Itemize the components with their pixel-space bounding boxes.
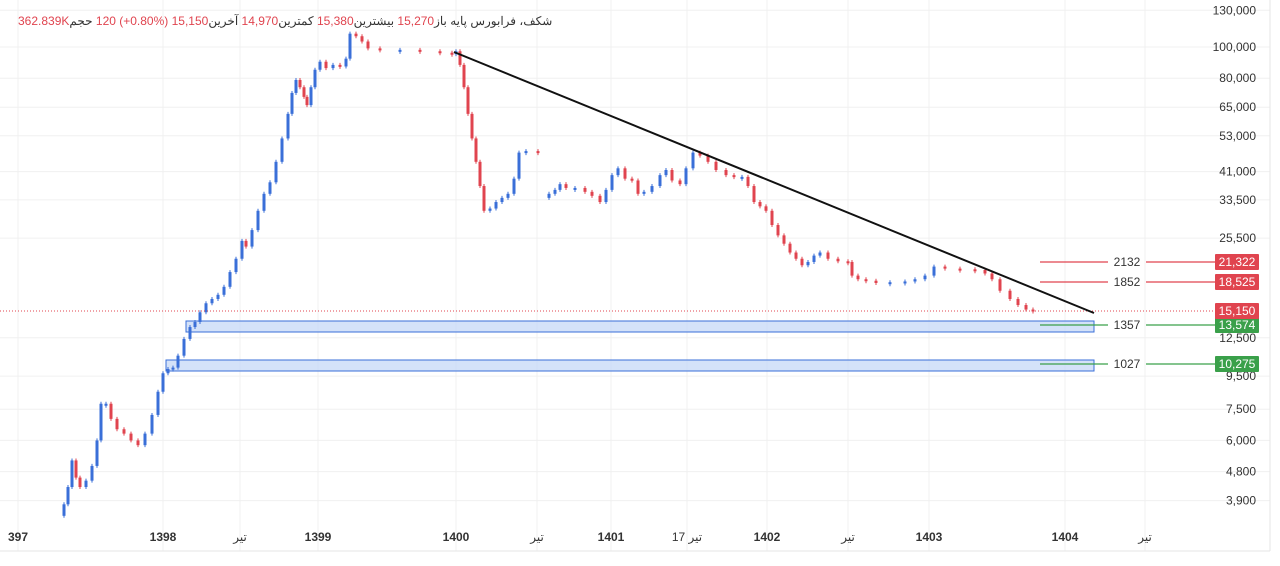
level-label: 1852 — [1114, 275, 1141, 289]
level-label: 1357 — [1114, 318, 1141, 332]
price-tick: 80,000 — [1219, 71, 1256, 85]
time-axis[interactable]: 397 1398 تیر 1399 1400 تیر 1401 17 تیر 1402 تیر 14… — [8, 530, 1152, 544]
time-tick: 1401 — [598, 530, 625, 544]
time-tick: 1404 — [1052, 530, 1079, 544]
symbol-name: شکف، فرابورس پایه — [450, 14, 553, 28]
price-tick: 65,000 — [1219, 100, 1256, 114]
low-value: 14,970 — [241, 14, 279, 28]
price-tick: 3,900 — [1226, 494, 1256, 508]
volume-value: 362.839K — [18, 14, 70, 28]
time-tick: 397 — [8, 530, 28, 544]
price-tick: 25,500 — [1219, 231, 1256, 245]
candle-series — [62, 31, 1035, 518]
svg-text:21,322: 21,322 — [1219, 255, 1256, 269]
price-tick: 7,500 — [1226, 402, 1256, 416]
price-tick: 53,000 — [1219, 129, 1256, 143]
level-label: 1027 — [1114, 357, 1141, 371]
support-zone[interactable] — [165, 359, 1095, 372]
trendline[interactable] — [453, 51, 1095, 314]
level-label: 2132 — [1114, 255, 1141, 269]
price-tick: 41,000 — [1219, 165, 1256, 179]
close-label: آخرین — [208, 14, 239, 28]
price-tick: 9,500 — [1226, 369, 1256, 383]
time-tick: 17 تیر — [672, 530, 702, 544]
ohlc-legend: شکف، فرابورس پایه باز15,270 بیشترین15,38… — [18, 14, 552, 28]
svg-text:10,275: 10,275 — [1219, 357, 1256, 371]
high-label: بیشترین — [353, 14, 395, 28]
price-tick: 4,800 — [1226, 465, 1256, 479]
price-tick: 33,500 — [1219, 193, 1256, 207]
time-tick: 1398 — [150, 530, 177, 544]
open-value: 15,270 — [397, 14, 435, 28]
price-tick: 100,000 — [1213, 40, 1257, 54]
time-tick: 1399 — [305, 530, 332, 544]
time-tick: 1403 — [916, 530, 943, 544]
price-tick: 130,000 — [1213, 3, 1257, 17]
price-tags: 21,322 18,525 13,574 10,275 15,150 — [1215, 254, 1259, 372]
time-tick: تیر — [840, 530, 855, 544]
time-tick: تیر — [529, 530, 544, 544]
time-tick: تیر — [232, 530, 247, 544]
open-label: باز — [434, 14, 447, 28]
close-value: 15,150 — [171, 14, 209, 28]
svg-text:18,525: 18,525 — [1219, 275, 1256, 289]
support-zone[interactable] — [185, 320, 1095, 333]
time-tick: 1402 — [754, 530, 781, 544]
time-tick: تیر — [1137, 530, 1152, 544]
high-value: 15,380 — [316, 14, 354, 28]
gridlines — [0, 0, 1270, 551]
support-zones[interactable] — [165, 320, 1095, 372]
svg-text:13,574: 13,574 — [1219, 318, 1256, 332]
volume-label: حجم — [69, 14, 93, 28]
price-tick: 12,500 — [1219, 331, 1256, 345]
price-tick: 6,000 — [1226, 433, 1256, 447]
change-value: 120 (+0.80%) — [95, 14, 169, 28]
price-axis[interactable]: 130,000 100,000 80,000 65,000 53,000 41,000 33… — [1213, 3, 1257, 507]
horizontal-levels[interactable]: 2132 1852 1357 1027 — [1040, 255, 1215, 371]
low-label: کمترین — [278, 14, 314, 28]
time-tick: 1400 — [443, 530, 470, 544]
svg-text:15,150: 15,150 — [1219, 304, 1256, 318]
